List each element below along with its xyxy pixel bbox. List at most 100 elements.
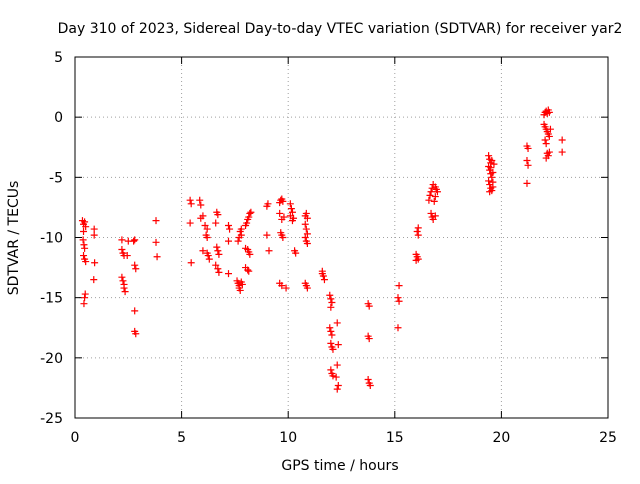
data-point <box>237 225 245 233</box>
data-point <box>523 156 531 164</box>
data-point <box>333 385 341 393</box>
data-point <box>302 225 310 233</box>
data-point <box>131 307 139 315</box>
data-point <box>187 259 195 267</box>
data-point <box>545 148 553 156</box>
data-point <box>203 225 211 233</box>
axis-layer <box>74 56 609 419</box>
data-point <box>412 256 420 264</box>
y-tick-label: -5 <box>49 170 63 186</box>
data-point <box>333 361 341 369</box>
data-point <box>246 250 254 258</box>
data-point <box>328 331 336 339</box>
data-point <box>486 188 494 196</box>
data-point <box>413 227 421 235</box>
data-point <box>91 259 99 267</box>
data-point <box>152 217 160 225</box>
data-point <box>186 219 194 227</box>
data-point <box>542 154 550 162</box>
data-point <box>123 252 131 260</box>
data-point <box>366 382 374 390</box>
data-point <box>214 211 222 219</box>
data-point <box>365 335 373 343</box>
data-point <box>327 339 335 347</box>
data-point <box>236 286 244 294</box>
data-point <box>327 295 335 303</box>
data-point <box>327 366 335 374</box>
data-point <box>278 282 286 290</box>
data-point <box>485 152 493 160</box>
data-point <box>288 217 296 225</box>
data-point <box>245 267 253 275</box>
data-point <box>301 220 309 228</box>
data-point <box>244 266 252 274</box>
x-tick-label: 5 <box>177 430 186 446</box>
data-point <box>199 247 207 255</box>
data-point <box>80 252 88 260</box>
data-point <box>225 221 233 229</box>
data-point <box>545 132 553 140</box>
data-point <box>490 160 498 168</box>
data-point <box>204 252 212 260</box>
x-tick-label: 0 <box>71 430 80 446</box>
data-point <box>282 284 290 292</box>
data-point <box>302 209 310 217</box>
data-point <box>303 214 311 222</box>
data-point <box>487 164 495 172</box>
data-point <box>523 179 531 187</box>
data-point <box>288 208 296 216</box>
data-point <box>546 125 554 133</box>
data-point <box>428 184 436 192</box>
data-point <box>82 258 90 266</box>
data-point <box>215 268 223 276</box>
data-point <box>118 236 126 244</box>
data-point <box>329 372 337 380</box>
data-point <box>186 196 194 204</box>
data-point <box>131 261 139 269</box>
data-point <box>81 290 89 298</box>
data-point <box>81 218 89 226</box>
data-point <box>213 243 221 251</box>
data-point <box>279 197 287 205</box>
data-point <box>234 237 242 245</box>
data-point <box>130 237 138 245</box>
data-point <box>301 234 309 241</box>
chart-title: Day 310 of 2023, Sidereal Day-to-day VTE… <box>58 21 623 37</box>
y-tick-label: 0 <box>54 110 63 126</box>
data-point <box>118 246 126 254</box>
data-point <box>212 261 220 269</box>
data-point <box>287 205 295 213</box>
data-point <box>276 209 284 217</box>
data-point <box>395 282 403 290</box>
data-point <box>215 250 223 258</box>
y-axis-label: SDTVAR / TECUs <box>6 181 22 296</box>
y-tick-label: -15 <box>40 291 63 307</box>
data-point <box>318 270 326 278</box>
data-point <box>131 236 139 244</box>
data-point <box>225 270 233 278</box>
data-point <box>81 244 89 252</box>
data-point <box>429 215 437 223</box>
data-point <box>246 209 254 217</box>
data-point <box>329 345 337 353</box>
x-tick-label: 10 <box>279 430 297 446</box>
data-point <box>120 284 128 292</box>
data-point <box>414 224 422 232</box>
data-point <box>427 188 435 196</box>
data-point <box>286 200 294 208</box>
x-axis-label: GPS time / hours <box>281 458 398 474</box>
data-point <box>326 291 334 299</box>
data-point <box>414 231 422 239</box>
data-point <box>132 330 140 338</box>
y-tick-label: -10 <box>40 231 63 247</box>
tick-label-layer: 0 5 10 15 20 25 -25 -20 -15 -10 -5 0 5 <box>40 50 617 446</box>
data-point <box>425 196 433 204</box>
plot-frame <box>74 56 609 419</box>
data-point <box>303 240 311 248</box>
data-point <box>327 327 335 335</box>
data-point <box>334 382 342 390</box>
data-point <box>488 156 496 164</box>
x-tick-label: 25 <box>599 430 617 446</box>
data-point <box>279 234 287 241</box>
data-point <box>214 265 222 273</box>
